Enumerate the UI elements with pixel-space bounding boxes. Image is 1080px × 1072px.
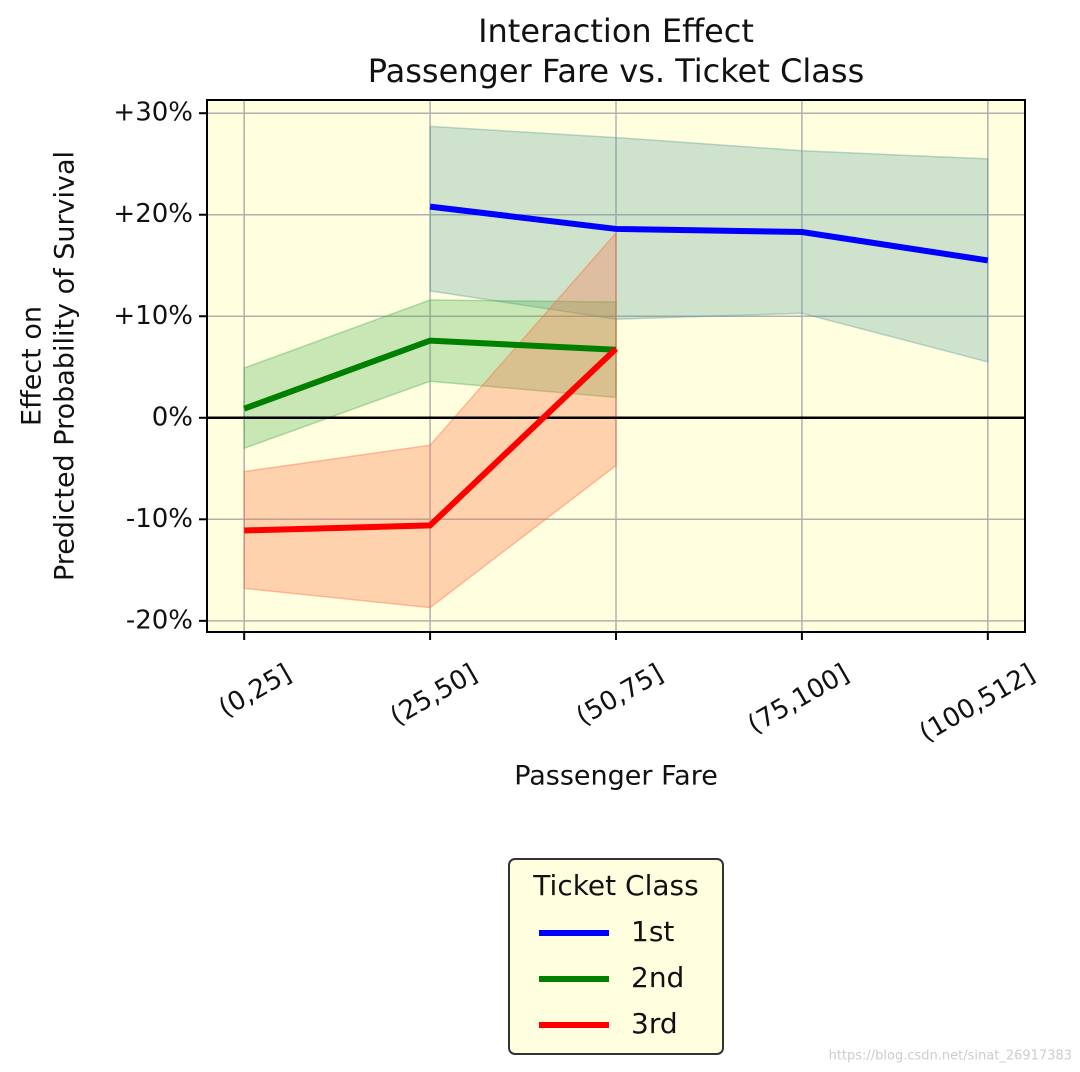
legend-label: 2nd <box>631 961 684 994</box>
watermark: https://blog.csdn.net/sinat_26917383 <box>829 1049 1072 1064</box>
y-axis-label: Effect on <box>17 306 48 426</box>
series-line <box>244 346 619 534</box>
y-tick-label: 0% <box>152 402 193 432</box>
x-tick-label: (25,50] <box>385 659 482 732</box>
confidence-band <box>429 125 989 363</box>
y-tick-label: +30% <box>113 98 193 128</box>
chart-subtitle: Passenger Fare vs. Ticket Class <box>368 52 864 90</box>
legend-box <box>508 858 724 1055</box>
series-line <box>429 203 989 264</box>
confidence-band <box>243 299 617 450</box>
y-tick-label: +20% <box>113 199 193 229</box>
x-axis-label: Passenger Fare <box>514 761 718 792</box>
chart-title: Interaction Effect <box>478 12 754 50</box>
y-tick-label: -20% <box>126 605 193 635</box>
legend-title: Ticket Class <box>532 869 698 902</box>
y-tick-label: -10% <box>126 504 193 534</box>
x-tick-label: (50,75] <box>571 659 668 732</box>
x-tick-label: (75,100] <box>743 659 854 741</box>
y-tick-label: +10% <box>113 301 193 331</box>
legend-label: 1st <box>631 915 674 948</box>
confidence-band <box>243 231 617 609</box>
x-tick-label: (100,512] <box>914 659 1040 749</box>
y-axis-label: Predicted Probability of Survival <box>50 151 81 581</box>
legend-label: 3rd <box>631 1007 678 1040</box>
series-line <box>243 337 617 412</box>
x-tick-label: (0,25] <box>214 659 297 724</box>
